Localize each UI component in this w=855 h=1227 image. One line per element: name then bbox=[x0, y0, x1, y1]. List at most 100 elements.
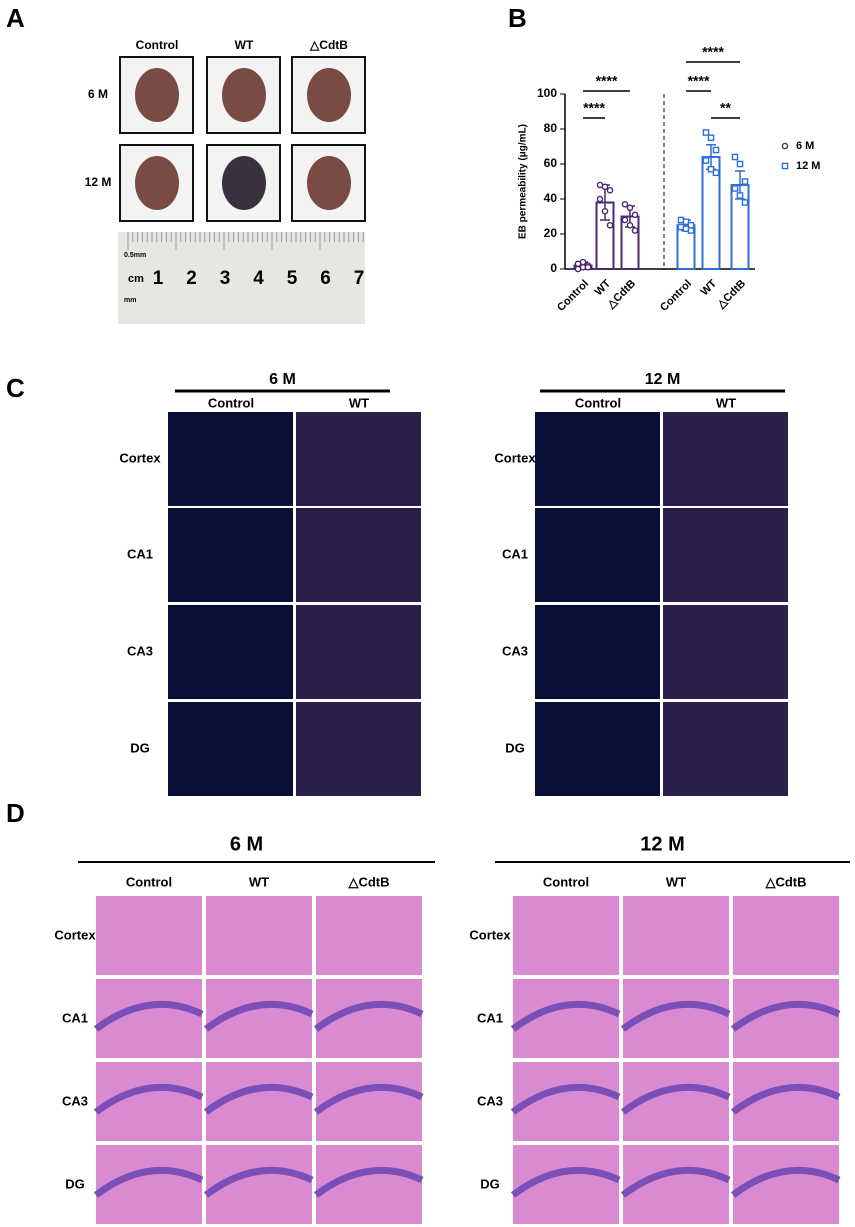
row-label: CA3 bbox=[127, 643, 153, 658]
fluorescence-image bbox=[168, 702, 293, 796]
y-tick-label: 40 bbox=[544, 191, 558, 205]
y-tick-label: 100 bbox=[537, 86, 557, 100]
panel-label: D bbox=[6, 798, 25, 828]
cell-layer bbox=[730, 1166, 841, 1198]
row-label: 6 M bbox=[88, 87, 108, 101]
brain bbox=[307, 156, 351, 210]
y-tick-label: 0 bbox=[550, 261, 557, 275]
row-label: Cortex bbox=[469, 927, 511, 942]
point bbox=[601, 183, 609, 191]
cell-layer bbox=[510, 1166, 621, 1198]
point bbox=[731, 185, 739, 192]
point bbox=[626, 204, 634, 212]
x-tick-label: WT bbox=[699, 277, 720, 298]
x-tick-label: Control bbox=[658, 278, 694, 314]
ruler-number: 7 bbox=[354, 268, 365, 289]
brain bbox=[222, 156, 266, 210]
brain bbox=[307, 68, 351, 122]
point bbox=[621, 216, 629, 224]
column-label: Control bbox=[126, 874, 172, 889]
sig-label: **** bbox=[583, 100, 605, 116]
row-label: DG bbox=[65, 1176, 85, 1191]
fluorescence-image bbox=[168, 605, 293, 699]
ruler-small: mm bbox=[124, 297, 136, 304]
column-label: WT bbox=[249, 874, 269, 889]
he-image bbox=[96, 896, 202, 975]
point bbox=[631, 227, 639, 234]
point bbox=[631, 211, 639, 219]
cell-layer bbox=[203, 1000, 314, 1032]
he-image bbox=[206, 896, 312, 975]
column-label: Control bbox=[136, 38, 179, 52]
ruler-small: 0.5mm bbox=[124, 252, 146, 259]
column-label: △CdtB bbox=[764, 874, 806, 889]
sig-label: ** bbox=[720, 100, 731, 116]
row-label: CA1 bbox=[127, 546, 153, 561]
point bbox=[712, 169, 720, 177]
point bbox=[606, 221, 614, 229]
ruler-number: 4 bbox=[253, 268, 264, 289]
point bbox=[707, 165, 715, 173]
row-label: CA1 bbox=[477, 1010, 503, 1025]
fluorescence-image bbox=[535, 605, 660, 699]
cell-layer bbox=[620, 1000, 731, 1032]
row-label: CA1 bbox=[62, 1010, 88, 1025]
fluorescence-image bbox=[296, 508, 421, 602]
fluorescence-image bbox=[535, 412, 660, 506]
point bbox=[687, 227, 695, 234]
brain bbox=[135, 156, 179, 210]
he-image bbox=[316, 896, 422, 975]
brain bbox=[135, 68, 179, 122]
cell-layer bbox=[730, 1083, 841, 1115]
point bbox=[707, 134, 715, 142]
point bbox=[621, 200, 629, 208]
row-label: DG bbox=[480, 1176, 500, 1191]
fluorescence-image bbox=[535, 702, 660, 796]
point bbox=[702, 157, 710, 164]
row-label: Cortex bbox=[119, 450, 161, 465]
x-tick-label: △CdtB bbox=[714, 278, 748, 312]
group-header: 12 M bbox=[640, 833, 684, 855]
row-label: Cortex bbox=[54, 927, 96, 942]
column-label: WT bbox=[666, 874, 686, 889]
cell-layer bbox=[203, 1166, 314, 1198]
fluorescence-image bbox=[168, 508, 293, 602]
panel-label: C bbox=[6, 373, 25, 403]
cell-layer bbox=[203, 1083, 314, 1115]
legend-marker bbox=[781, 162, 789, 170]
row-label: CA3 bbox=[502, 643, 528, 658]
ruler-number: 3 bbox=[220, 268, 231, 289]
sig-label: **** bbox=[702, 44, 724, 60]
fluorescence-image bbox=[296, 702, 421, 796]
column-label: WT bbox=[235, 38, 254, 52]
fluorescence-image bbox=[168, 412, 293, 506]
sig-label: **** bbox=[596, 73, 618, 89]
x-tick-label: WT bbox=[593, 277, 614, 298]
column-label: WT bbox=[349, 395, 369, 410]
fluorescence-image bbox=[296, 605, 421, 699]
point bbox=[596, 195, 604, 203]
cell-layer bbox=[93, 1000, 204, 1032]
column-label: Control bbox=[543, 874, 589, 889]
point bbox=[731, 153, 739, 161]
row-label: Cortex bbox=[494, 450, 536, 465]
x-tick-label: Control bbox=[555, 278, 591, 314]
sig-label: **** bbox=[688, 73, 710, 89]
point bbox=[606, 186, 614, 194]
cell-layer bbox=[730, 1000, 841, 1032]
he-image bbox=[623, 896, 729, 975]
ruler-number: 2 bbox=[186, 268, 197, 289]
brain bbox=[222, 68, 266, 122]
group-header: 6 M bbox=[269, 371, 296, 388]
point bbox=[712, 146, 720, 154]
point bbox=[741, 199, 749, 206]
cell-layer bbox=[313, 1166, 424, 1198]
point bbox=[736, 192, 744, 199]
group-header: 12 M bbox=[645, 371, 681, 388]
y-axis-label: EB permeability (μg/mL) bbox=[518, 124, 529, 239]
fluorescence-image bbox=[296, 412, 421, 506]
he-image bbox=[733, 896, 839, 975]
cell-layer bbox=[510, 1000, 621, 1032]
legend-marker bbox=[781, 142, 789, 150]
